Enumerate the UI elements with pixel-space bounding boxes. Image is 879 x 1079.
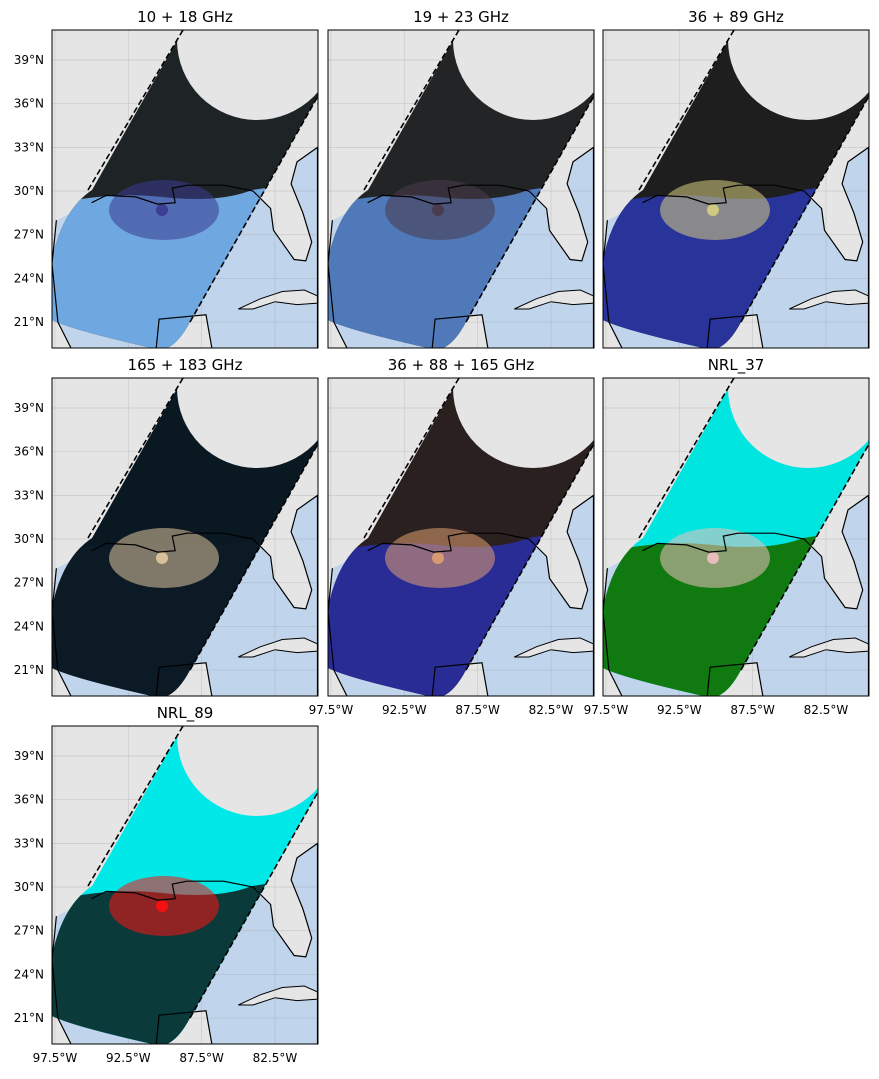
swath-gap [728, 30, 869, 120]
lat-label: 36°N [14, 445, 44, 459]
lat-label: 33°N [14, 140, 44, 154]
swath-gap [177, 30, 318, 120]
lon-label: 87.5°W [179, 1051, 224, 1065]
swath-gap [453, 378, 594, 468]
lat-label: 21°N [14, 315, 44, 329]
panel-title: 165 + 183 GHz [128, 356, 243, 374]
map-panel [52, 30, 318, 348]
lat-label: 24°N [14, 619, 44, 633]
swath-gap [453, 30, 594, 120]
lat-label: 30°N [14, 184, 44, 198]
storm-eye [156, 204, 168, 216]
swath-edge [87, 726, 184, 887]
lat-label: 33°N [14, 836, 44, 850]
panel-title: NRL_37 [708, 356, 765, 375]
lon-label: 82.5°W [804, 703, 849, 717]
map-panel [52, 726, 318, 1044]
storm-eye [707, 204, 719, 216]
lon-label: 97.5°W [33, 1051, 78, 1065]
panel-frame [602, 29, 870, 349]
panel-frame [51, 725, 319, 1045]
coastline [328, 494, 594, 696]
lat-label: 24°N [14, 967, 44, 981]
swath-gap [177, 378, 318, 468]
map-panel [328, 30, 594, 348]
lat-label: 39°N [14, 749, 44, 763]
lat-label: 21°N [14, 663, 44, 677]
coastline [328, 146, 594, 348]
swath-edge [189, 443, 318, 671]
coastline [603, 146, 869, 348]
lat-label: 39°N [14, 401, 44, 415]
map-panel [603, 378, 869, 696]
panel-frame [327, 377, 595, 697]
storm-eye [156, 552, 168, 564]
lat-label: 36°N [14, 97, 44, 111]
lat-label: 27°N [14, 576, 44, 590]
lon-label: 82.5°W [253, 1051, 298, 1065]
panel-title: NRL_89 [157, 704, 214, 723]
coastline [52, 494, 318, 696]
lon-label: 97.5°W [584, 703, 629, 717]
panel-title: 36 + 88 + 165 GHz [388, 356, 535, 374]
swath-edge [363, 378, 460, 539]
swath-edge [638, 378, 735, 539]
lat-label: 39°N [14, 53, 44, 67]
panel-title: 36 + 89 GHz [688, 8, 784, 26]
panel-frame [327, 29, 595, 349]
panel-frame [602, 377, 870, 697]
lat-label: 21°N [14, 1011, 44, 1025]
lon-label: 92.5°W [382, 703, 427, 717]
panel-frame [51, 29, 319, 349]
coastline [52, 146, 318, 348]
swath-edge [87, 378, 184, 539]
panel-title: 10 + 18 GHz [137, 8, 233, 26]
lat-label: 27°N [14, 228, 44, 242]
map-panel [603, 30, 869, 348]
lat-label: 36°N [14, 793, 44, 807]
map-panel [328, 378, 594, 696]
panel-frame [51, 377, 319, 697]
lon-label: 92.5°W [106, 1051, 151, 1065]
coastline [603, 494, 869, 696]
swath-gap [728, 378, 869, 468]
lon-label: 87.5°W [730, 703, 775, 717]
storm-eye [707, 552, 719, 564]
lon-label: 87.5°W [455, 703, 500, 717]
storm-eye [432, 552, 444, 564]
lon-label: 82.5°W [529, 703, 574, 717]
swath-edge [363, 30, 460, 191]
swath-edge [189, 95, 318, 323]
lat-label: 30°N [14, 532, 44, 546]
lat-label: 30°N [14, 880, 44, 894]
storm-eye [156, 900, 168, 912]
swath-edge [740, 443, 869, 671]
swath-edge [465, 95, 594, 323]
swath-edge [189, 791, 318, 1019]
lon-label: 92.5°W [657, 703, 702, 717]
lat-label: 24°N [14, 271, 44, 285]
lat-label: 33°N [14, 488, 44, 502]
storm-eye [432, 204, 444, 216]
coastline [52, 842, 318, 1044]
swath-edge [465, 443, 594, 671]
lat-label: 27°N [14, 924, 44, 938]
panel-title: 19 + 23 GHz [413, 8, 509, 26]
swath-gap [177, 726, 318, 816]
lon-label: 97.5°W [309, 703, 354, 717]
swath-edge [638, 30, 735, 191]
swath-edge [87, 30, 184, 191]
map-panel [52, 378, 318, 696]
swath-edge [740, 95, 869, 323]
